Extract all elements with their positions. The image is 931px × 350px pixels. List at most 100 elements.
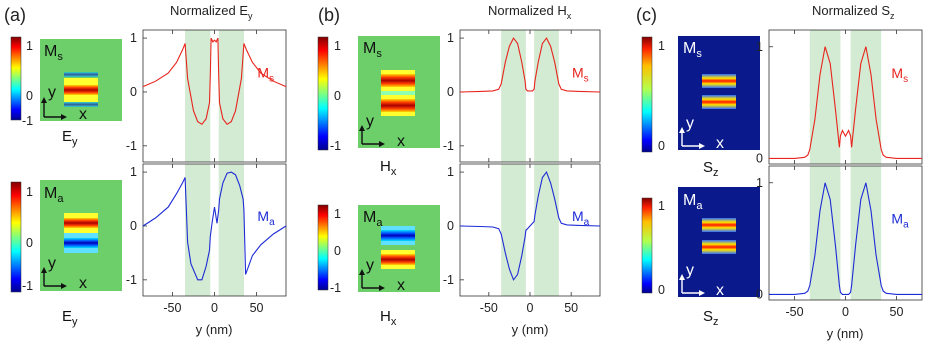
subplot-Ma: 0 1 Ma xyxy=(756,165,923,301)
axis-x-label: x xyxy=(397,277,405,294)
panel-b: (b) Normalized Hx 1 0 -1 Ms y x Hx 1 xyxy=(317,3,572,328)
waveguide-region xyxy=(185,30,211,162)
line-plot-2: -1 0 1 Ms -1 0 1 Ma -50 0 50 y (nm) xyxy=(443,29,601,337)
x-tick-label: 50 xyxy=(250,301,264,315)
y-tick-label: 0 xyxy=(447,85,454,99)
series-line-Ma xyxy=(459,170,601,281)
y-tick-label: 0 xyxy=(756,151,763,165)
colorbar-tick: 0 xyxy=(26,236,33,250)
subplot-Ma: -1 0 1 Ma xyxy=(443,163,601,297)
colorbar-tick: 0 xyxy=(334,244,341,258)
series-label: Ma xyxy=(572,208,590,228)
series-label: Ma xyxy=(257,208,275,228)
x-tick-label: 0 xyxy=(211,301,218,315)
map-caption: Ey xyxy=(62,308,78,328)
field-map-a-top: Ms y x xyxy=(40,39,122,123)
colorbar-tick: -1 xyxy=(22,279,33,293)
series-label: Ms xyxy=(257,65,274,85)
axis-y-label: y xyxy=(48,255,56,272)
plot-frame xyxy=(768,165,923,301)
mode-label: Ma xyxy=(44,185,64,205)
y-tick-label: 1 xyxy=(447,165,454,179)
plot-frame xyxy=(142,163,287,297)
waveguide-region xyxy=(501,30,526,162)
axis-y-label: y xyxy=(366,113,374,130)
axis-y-label: y xyxy=(48,84,56,101)
series-line-Ms xyxy=(142,37,287,126)
map-background xyxy=(678,36,760,150)
subplot-Ms: -1 0 1 Ms xyxy=(443,29,601,163)
y-tick-label: 1 xyxy=(756,176,763,190)
y-tick-label: 1 xyxy=(756,40,763,54)
waveguide-region xyxy=(850,166,882,300)
axis-x-label: x xyxy=(716,135,724,152)
waveguide-region xyxy=(809,166,841,300)
series-line-Ma xyxy=(769,182,922,295)
axis-y-label: y xyxy=(686,262,694,279)
series-line-Ms xyxy=(769,46,922,159)
map-caption: Ey xyxy=(62,128,78,148)
axis-x-label: x xyxy=(397,133,405,150)
panel-label-b: (b) xyxy=(318,5,340,25)
y-tick-label: 1 xyxy=(130,165,137,179)
x-tick-label: 0 xyxy=(527,301,534,315)
x-tick-label: -50 xyxy=(480,301,498,315)
axis-y-label: y xyxy=(686,115,694,132)
waveguide-region xyxy=(185,164,211,296)
colorbar-c-top: 1 0 xyxy=(641,36,665,153)
x-tick-label: 50 xyxy=(564,301,578,315)
waveguide-region xyxy=(534,164,559,296)
y-tick-label: 0 xyxy=(130,85,137,99)
field-map-b-bottom: Ma y x xyxy=(358,205,440,294)
y-tick-label: -1 xyxy=(126,273,137,287)
field-map-c-top: Ms y x xyxy=(678,36,760,152)
colorbar-tick: 0 xyxy=(26,89,33,103)
map-caption: Sz xyxy=(703,159,719,179)
colorbar-tick: 1 xyxy=(334,39,341,53)
series-label: Ma xyxy=(891,211,909,231)
colorbar-c-bottom: 1 0 xyxy=(641,197,665,297)
mode-label: Ms xyxy=(363,40,382,60)
axis-x-label: x xyxy=(79,275,87,292)
plot-title-a: Normalized Ey xyxy=(170,3,253,21)
waveguide-region xyxy=(534,30,559,162)
panel-label-c: (c) xyxy=(636,5,657,25)
line-plot-1: -1 0 1 Ms -1 0 1 Ma -50 0 50 y (nm) xyxy=(126,29,287,337)
waveguide-region xyxy=(809,30,841,164)
colorbar-tick: 1 xyxy=(26,39,33,53)
series-line-Ma xyxy=(142,171,287,281)
colorbar-tick: 1 xyxy=(658,199,665,213)
mode-label: Ma xyxy=(683,192,703,212)
y-tick-label: 1 xyxy=(447,31,454,45)
colorbar-tick: -1 xyxy=(330,139,341,153)
colorbar-b-top: 1 0 -1 xyxy=(317,36,341,153)
series-label: Ms xyxy=(891,65,908,85)
subplot-Ms: 0 1 Ms xyxy=(756,29,923,165)
plot-frame xyxy=(459,163,601,297)
x-tick-label: -50 xyxy=(163,301,181,315)
plot-title-b: Normalized Hx xyxy=(488,3,572,21)
plot-frame xyxy=(459,29,601,163)
y-tick-label: -1 xyxy=(443,273,454,287)
map-caption: Hx xyxy=(380,308,397,328)
y-tick-label: 0 xyxy=(130,219,137,233)
waveguide-region xyxy=(501,164,526,296)
x-axis-label: y (nm) xyxy=(196,322,233,337)
colorbar-b-bottom: 1 0 -1 xyxy=(317,204,341,295)
colorbar-tick: 1 xyxy=(26,185,33,199)
panel-c: (c) Normalized Sz 1 0 Ms y x Sz 1 0 M xyxy=(636,3,895,328)
y-tick-label: 1 xyxy=(130,31,137,45)
map-caption: Sz xyxy=(703,308,719,328)
colorbar-a-bottom: 1 0 -1 xyxy=(10,181,33,293)
waveguide-region xyxy=(218,30,244,162)
plot-frame xyxy=(142,29,287,163)
y-tick-label: 0 xyxy=(447,219,454,233)
y-tick-label: -1 xyxy=(443,139,454,153)
plot-frame xyxy=(768,29,923,165)
y-tick-label: 0 xyxy=(756,287,763,301)
x-axis-label: y (nm) xyxy=(512,322,549,337)
x-tick-label: 0 xyxy=(842,305,849,319)
field-map-b-top: Ms y x xyxy=(358,36,440,150)
colorbar-tick: -1 xyxy=(330,281,341,295)
